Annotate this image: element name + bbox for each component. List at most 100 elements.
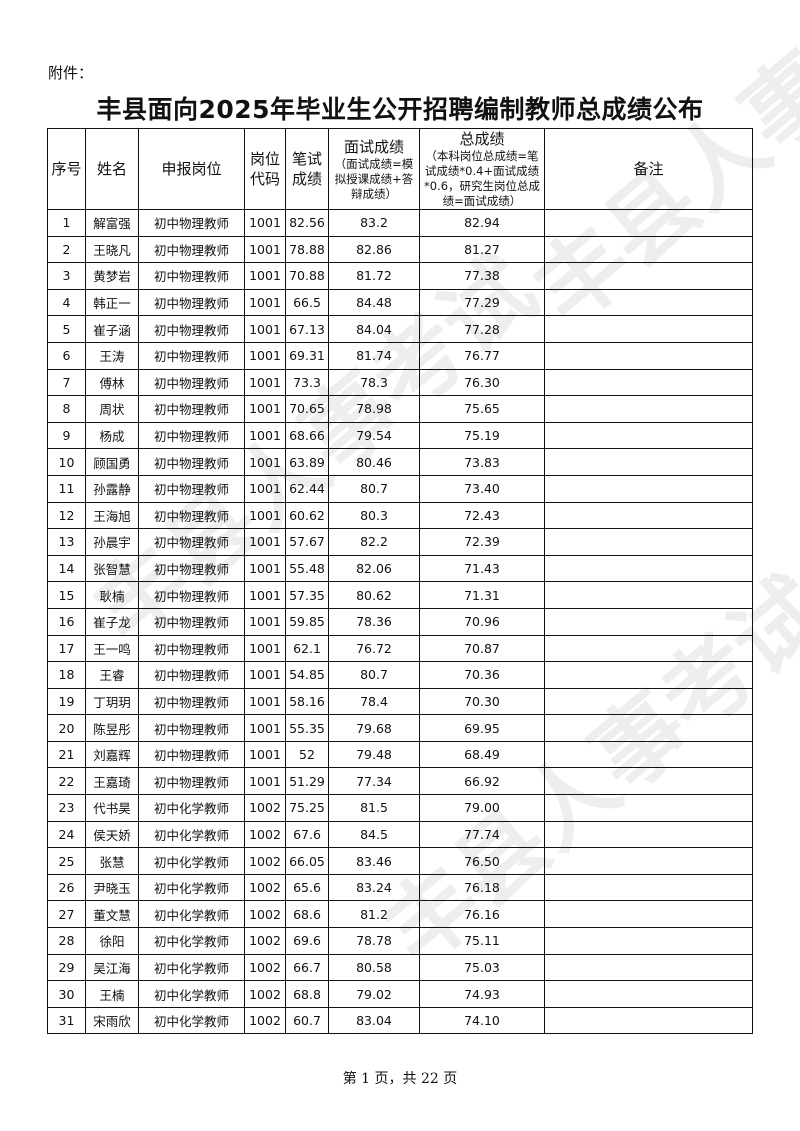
cell-remark [544, 714, 753, 742]
cell-name: 王晓凡 [85, 235, 139, 264]
cell-written: 66.05 [285, 847, 329, 875]
cell-code: 1001 [244, 687, 286, 716]
table-row: 4 韩正一 初中物理教师 1001 66.5 84.48 77.29 [47, 288, 753, 317]
cell-seq: 30 [47, 980, 86, 1008]
page-number: 第 1 页，共 22 页 [342, 1071, 458, 1087]
header-interview-note: （面试成绩=模拟授课成绩+答辩成绩） [334, 156, 414, 201]
cell-position: 初中物理教师 [138, 209, 245, 237]
cell-remark [544, 448, 753, 476]
cell-position: 初中化学教师 [138, 1006, 245, 1035]
cell-seq: 19 [47, 687, 86, 716]
cell-total: 70.96 [419, 607, 545, 636]
cell-total: 76.50 [419, 847, 545, 875]
cell-seq: 12 [47, 501, 86, 530]
cell-seq: 24 [47, 820, 86, 849]
cell-total: 73.83 [419, 448, 545, 476]
cell-remark [544, 900, 753, 929]
header-written: 笔试成绩 [285, 128, 329, 210]
cell-code: 1002 [244, 1006, 286, 1035]
cell-written: 68.8 [285, 980, 329, 1008]
cell-interview: 80.7 [328, 661, 420, 689]
cell-remark [544, 661, 753, 689]
cell-interview: 78.36 [328, 607, 420, 636]
cell-position: 初中物理教师 [138, 262, 245, 290]
table-row: 16 崔子龙 初中物理教师 1001 59.85 78.36 70.96 [47, 607, 753, 636]
table-row: 31 宋雨欣 初中化学教师 1002 60.7 83.04 74.10 [47, 1006, 753, 1035]
header-code: 岗位代码 [244, 128, 286, 210]
cell-written: 70.88 [285, 262, 329, 290]
cell-name: 崔子龙 [85, 607, 139, 636]
cell-seq: 15 [47, 581, 86, 609]
cell-interview: 81.5 [328, 794, 420, 822]
cell-remark [544, 262, 753, 290]
cell-total: 66.92 [419, 767, 545, 796]
cell-remark [544, 980, 753, 1008]
cell-name: 刘嘉辉 [85, 740, 139, 769]
cell-code: 1001 [244, 315, 286, 343]
cell-total: 77.29 [419, 288, 545, 317]
cell-name: 王楠 [85, 980, 139, 1008]
cell-remark [544, 634, 753, 663]
cell-seq: 11 [47, 474, 86, 503]
cell-total: 73.40 [419, 474, 545, 503]
cell-seq: 18 [47, 661, 86, 689]
cell-remark [544, 501, 753, 530]
cell-code: 1002 [244, 900, 286, 929]
cell-total: 68.49 [419, 740, 545, 769]
table-row: 30 王楠 初中化学教师 1002 68.8 79.02 74.93 [47, 980, 753, 1008]
cell-total: 74.93 [419, 980, 545, 1008]
cell-interview: 79.54 [328, 421, 420, 450]
cell-interview: 80.62 [328, 581, 420, 609]
cell-interview: 77.34 [328, 767, 420, 796]
table-row: 28 徐阳 初中化学教师 1002 69.6 78.78 75.11 [47, 927, 753, 955]
table-row: 12 王海旭 初中物理教师 1001 60.62 80.3 72.43 [47, 501, 753, 530]
header-row: 序号 姓名 申报岗位 岗位代码 笔试成绩 面试成绩 （面试成绩=模拟授课成绩+答… [47, 128, 753, 210]
cell-code: 1001 [244, 634, 286, 663]
cell-code: 1001 [244, 528, 286, 556]
cell-name: 崔子涵 [85, 315, 139, 343]
cell-written: 68.6 [285, 900, 329, 929]
cell-name: 王涛 [85, 341, 139, 370]
table-row: 6 王涛 初中物理教师 1001 69.31 81.74 76.77 [47, 341, 753, 370]
cell-written: 57.35 [285, 581, 329, 609]
cell-seq: 17 [47, 634, 86, 663]
cell-remark [544, 288, 753, 317]
table-row: 19 丁玥玥 初中物理教师 1001 58.16 78.4 70.30 [47, 687, 753, 716]
table-row: 27 董文慧 初中化学教师 1002 68.6 81.2 76.16 [47, 900, 753, 929]
cell-total: 77.28 [419, 315, 545, 343]
cell-written: 55.48 [285, 554, 329, 583]
cell-written: 52 [285, 740, 329, 769]
cell-written: 63.89 [285, 448, 329, 476]
cell-position: 初中化学教师 [138, 980, 245, 1008]
cell-written: 59.85 [285, 607, 329, 636]
attachment-label: 附件： [48, 64, 94, 82]
cell-total: 76.30 [419, 368, 545, 397]
cell-code: 1001 [244, 262, 286, 290]
cell-name: 韩正一 [85, 288, 139, 317]
cell-remark [544, 767, 753, 796]
cell-code: 1001 [244, 661, 286, 689]
cell-total: 72.39 [419, 528, 545, 556]
cell-code: 1001 [244, 341, 286, 370]
cell-name: 王嘉琦 [85, 767, 139, 796]
cell-position: 初中化学教师 [138, 873, 245, 902]
cell-name: 孙晨宇 [85, 528, 139, 556]
cell-name: 尹晓玉 [85, 873, 139, 902]
cell-interview: 81.72 [328, 262, 420, 290]
cell-remark [544, 847, 753, 875]
cell-total: 76.16 [419, 900, 545, 929]
cell-remark [544, 474, 753, 503]
cell-interview: 80.46 [328, 448, 420, 476]
cell-remark [544, 953, 753, 982]
cell-total: 71.31 [419, 581, 545, 609]
table-row: 21 刘嘉辉 初中物理教师 1001 52 79.48 68.49 [47, 740, 753, 769]
header-total: 总成绩 （本科岗位总成绩=笔试成绩*0.4+面试成绩*0.6，研究生岗位总成绩=… [419, 128, 545, 210]
cell-position: 初中物理教师 [138, 661, 245, 689]
cell-interview: 84.04 [328, 315, 420, 343]
cell-seq: 7 [47, 368, 86, 397]
cell-total: 71.43 [419, 554, 545, 583]
cell-name: 傅林 [85, 368, 139, 397]
table-row: 20 陈昱彤 初中物理教师 1001 55.35 79.68 69.95 [47, 714, 753, 742]
cell-position: 初中物理教师 [138, 368, 245, 397]
header-total-label: 总成绩 [459, 130, 505, 148]
